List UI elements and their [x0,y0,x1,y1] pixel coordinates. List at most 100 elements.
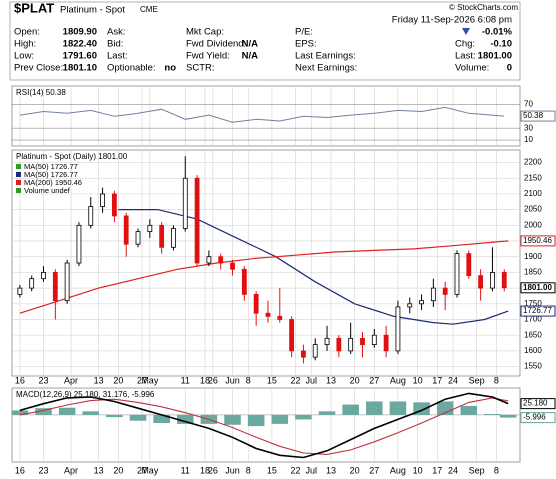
candle-body [324,337,330,346]
legend-swatch [16,172,21,177]
x-tick-label: May [141,465,159,475]
candle-body [52,272,58,302]
histogram-bar [295,414,312,420]
x-tick-label: Jun [225,465,240,475]
down-arrow [462,28,470,35]
candle-body [100,193,105,207]
candle-body [419,300,424,305]
x-tick-label: 20 [113,375,123,385]
x-tick-label: 13 [326,375,336,385]
x-tick-label: 27 [137,465,147,475]
field-value: 1801.00 [478,51,512,62]
panel [11,85,521,147]
field-label: Optionable: [107,63,156,74]
x-tick-label: 24 [448,465,458,475]
legend-label: Volume undef [24,186,71,195]
candle-body [76,224,82,264]
field-label: Low: [14,51,34,62]
candle-body [360,337,365,346]
legend-swatch [16,188,21,193]
histogram-bar [58,407,76,415]
candle-body [64,262,70,302]
candle-body [253,293,259,314]
field-label: Last: [107,51,128,62]
copyright: © StockCharts.com [449,3,518,12]
price-box-label: 1801.00 [523,283,552,292]
candle-body [442,287,448,295]
candle-body [111,193,117,217]
moving-average [19,240,509,314]
legend-swatch [16,164,21,169]
candle-body [135,231,141,245]
x-tick-label: 27 [369,375,379,385]
candle-body [147,224,153,233]
field-label: High: [14,39,36,50]
histogram-bar [153,414,170,423]
candle-body [41,272,46,280]
histogram-bar [389,401,407,415]
histogram-bar [106,414,123,418]
y-tick-label: 30 [524,123,533,132]
x-tick-label: Aug [390,465,406,475]
x-tick-label: Jul [306,375,318,385]
candle-body [336,337,342,352]
panel-title: RSI(14) 50.38 [16,88,66,97]
y-tick-label: 1550 [524,362,542,371]
rsi-line [19,106,505,123]
field-value: no [164,63,176,74]
price-box-label: 25.180 [523,399,548,408]
field-label: Chg: [455,39,475,50]
x-tick-label: Apr [64,375,78,385]
symbol: $PLAT [14,0,54,15]
y-tick-label: 1750 [524,299,542,308]
candle-body [171,228,176,248]
candle-body [241,268,247,295]
price-box-label: -5.996 [523,413,546,422]
y-tick-label: 1900 [524,252,542,261]
price-box [520,110,556,122]
x-tick-label: 23 [38,375,48,385]
x-tick-label: 27 [137,375,147,385]
field-label: Ask: [107,27,125,38]
x-tick-label: 13 [94,465,104,475]
histogram-bar [342,404,359,415]
x-tick-label: 8 [494,375,499,385]
field-label: Last: [455,51,476,62]
candle-body [501,272,507,289]
x-tick-label: 16 [15,375,25,385]
exchange: CME [140,5,158,14]
change-pct: -0.01% [482,27,513,38]
x-tick-label: 11 [181,375,190,385]
x-tick-label: 22 [291,375,301,385]
candle-body [312,344,318,358]
histogram-bar [35,408,52,415]
y-tick-label: 2200 [524,158,542,167]
field-label: Mkt Cap: [186,27,224,38]
histogram-bar [366,401,383,415]
x-tick-label: 16 [15,465,25,475]
x-tick-label: Jun [225,375,240,385]
x-tick-label: Aug [390,375,406,385]
price-box-label: 50.38 [523,111,544,120]
y-tick-label: 2100 [524,189,542,198]
candle-body [194,177,200,264]
price-box [520,305,556,317]
x-tick-label: 18 [200,375,210,385]
y-tick-label: 70 [524,100,533,109]
histogram-bar [436,401,454,415]
x-tick-label: 20 [350,465,360,475]
x-tick-label: 17 [432,465,442,475]
field-label: Next Earnings: [295,63,357,74]
x-tick-label: 17 [432,375,442,385]
histogram-bar [247,414,265,427]
histogram-bar [484,414,501,415]
header-box [9,1,521,81]
x-tick-label: 8 [246,465,251,475]
field-value: -0.10 [490,39,512,50]
y-tick-label: 2050 [524,205,542,214]
candle-body [466,253,472,276]
field-label: Fwd Dividend: [186,39,246,50]
x-tick-label: 8 [494,465,499,475]
x-tick-label: 15 [267,465,277,475]
